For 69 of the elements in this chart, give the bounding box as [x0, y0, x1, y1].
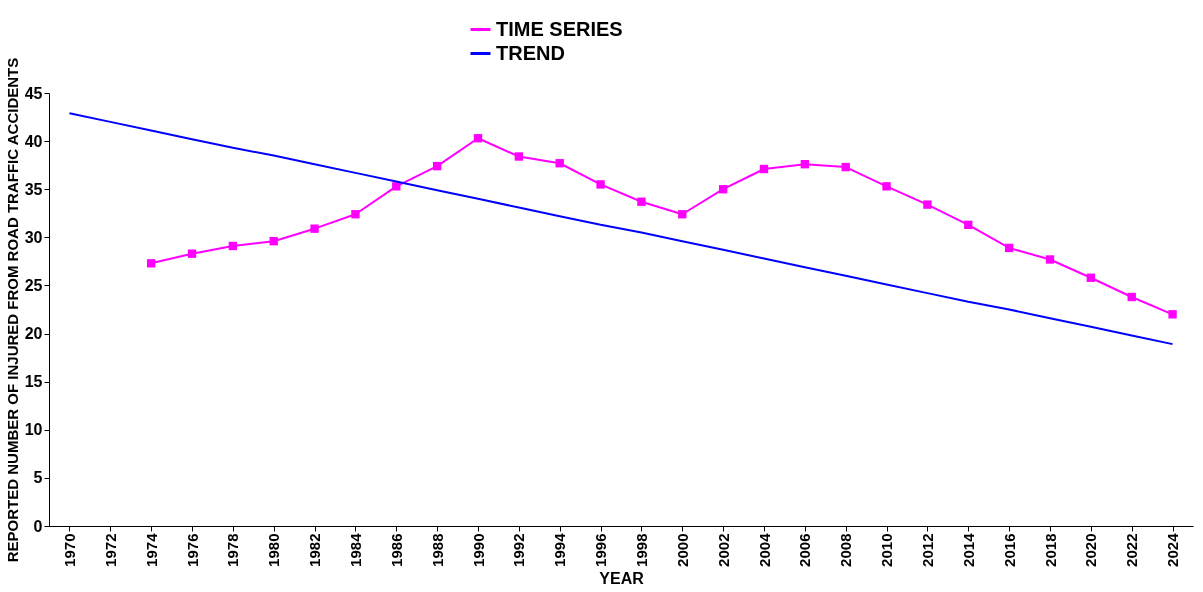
point [841, 162, 850, 172]
x-tick-label: 1998 [632, 533, 650, 567]
x-tick-label: 2020 [1082, 533, 1100, 567]
point [269, 237, 278, 246]
x-tick-label: 2024 [1164, 532, 1182, 567]
y-tick-label: 15 [24, 373, 43, 391]
point [432, 161, 442, 171]
y-tick-label: 30 [24, 228, 43, 246]
x-tick-label: 1976 [183, 533, 201, 567]
point [310, 224, 319, 233]
y-tick-label: 40 [24, 132, 43, 150]
x-tick-label: 1978 [224, 533, 242, 567]
x-tick-label: 2012 [918, 533, 936, 567]
y-tick-label: 0 [33, 517, 43, 535]
point [146, 259, 156, 268]
legend-label: TIME SERIES [496, 17, 623, 40]
x-tick-label: 1988 [428, 533, 446, 567]
point [187, 249, 197, 258]
point [555, 159, 564, 168]
y-tick-label: 5 [33, 469, 43, 487]
point [596, 180, 605, 189]
point [637, 197, 646, 206]
x-tick-label: 1970 [60, 533, 78, 567]
legend-label: TREND [496, 41, 565, 64]
x-tick-label: 2010 [878, 533, 896, 567]
point [514, 152, 524, 161]
x-tick-label: 1982 [306, 533, 324, 567]
point [228, 241, 238, 251]
x-tick-label: 1986 [387, 533, 405, 567]
point [1004, 243, 1014, 253]
x-tick-label: 2000 [673, 533, 691, 567]
x-tick-label: 2014 [959, 532, 977, 567]
point [800, 160, 810, 169]
point [882, 182, 891, 191]
x-tick-label: 2008 [837, 533, 855, 567]
x-tick-label: 1996 [592, 533, 610, 567]
point [678, 210, 687, 219]
x-tick-label: 1994 [551, 532, 569, 567]
point [351, 210, 360, 219]
y-tick-label: 45 [24, 84, 43, 102]
x-tick-label: 1974 [142, 532, 160, 567]
x-tick-label: 1992 [510, 533, 528, 567]
point [1168, 310, 1177, 319]
point [473, 134, 483, 143]
point [392, 182, 401, 191]
y-tick-label: 20 [24, 325, 43, 343]
x-tick-label: 2018 [1041, 533, 1059, 567]
x-tick-label: 1984 [346, 532, 364, 567]
x-tick-label: 2004 [755, 532, 773, 567]
point [718, 185, 728, 194]
x-tick-label: 2002 [714, 533, 732, 567]
point [1127, 292, 1136, 302]
point [1086, 273, 1096, 282]
point [759, 164, 769, 174]
point [923, 200, 932, 209]
line-series [68, 112, 1174, 346]
y-tick-label: 25 [24, 276, 43, 294]
point [1045, 255, 1055, 264]
y-tick-label: 10 [24, 421, 43, 439]
x-tick-label: 1980 [265, 533, 283, 567]
y-tick-label: 35 [24, 180, 43, 198]
x-tick-label: 2006 [796, 533, 814, 567]
x-axis-title: YEAR [599, 569, 645, 587]
x-tick-label: 2016 [1000, 533, 1018, 567]
x-tick-label: 1990 [469, 533, 487, 567]
point [964, 220, 973, 230]
y-axis-title: REPORTED NUMBER OF INJURED FROM ROAD TRAFFIC ACCIDENTS [3, 57, 21, 563]
x-tick-label: 1972 [101, 533, 119, 567]
x-tick-label: 2022 [1123, 533, 1141, 567]
